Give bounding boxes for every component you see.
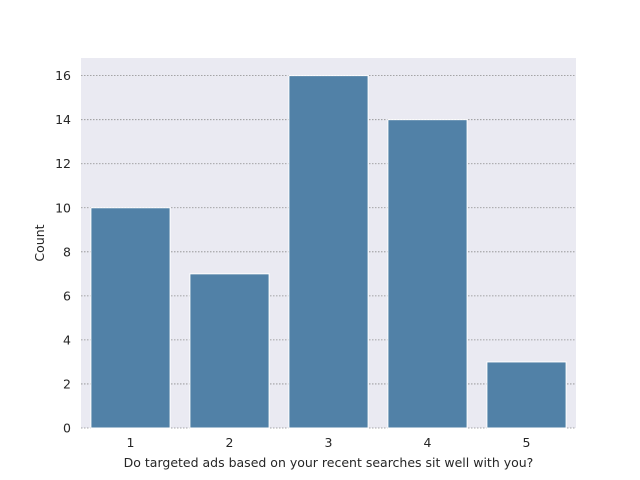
x-tick-label: 2 — [226, 435, 234, 450]
x-tick-labels: 1 2 3 4 5 — [127, 435, 531, 450]
bar-3 — [288, 75, 369, 429]
y-tick-label: 12 — [55, 156, 71, 171]
x-tick-label: 4 — [424, 435, 432, 450]
y-tick-label: 10 — [55, 200, 71, 215]
y-axis-label: Count — [32, 224, 47, 261]
x-tick-label: 5 — [523, 435, 531, 450]
bar-5 — [486, 361, 567, 429]
y-tick-label: 14 — [55, 112, 71, 127]
y-tick-labels: 0 2 4 6 8 10 12 14 16 — [55, 68, 71, 435]
y-tick-label: 16 — [55, 68, 71, 83]
y-tick-label: 2 — [63, 376, 71, 391]
x-tick-label: 1 — [127, 435, 135, 450]
x-tick-label: 3 — [325, 435, 333, 450]
y-tick-label: 8 — [63, 244, 71, 259]
y-tick-label: 6 — [63, 288, 71, 303]
bar-4 — [387, 119, 468, 429]
y-tick-label: 4 — [63, 332, 71, 347]
bar-2 — [189, 273, 270, 429]
bars — [90, 75, 567, 429]
bar-1 — [90, 207, 171, 429]
y-tick-label: 0 — [63, 421, 71, 436]
x-axis-label: Do targeted ads based on your recent sea… — [124, 455, 534, 470]
